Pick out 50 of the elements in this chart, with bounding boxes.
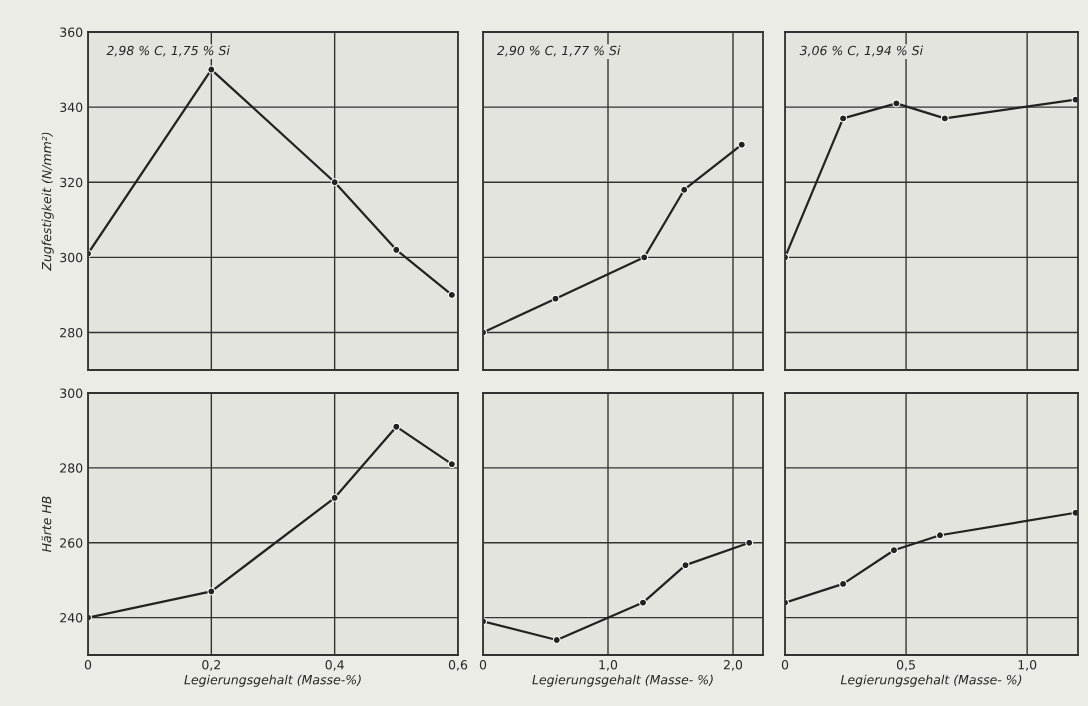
y-tick-label: 320 — [60, 177, 83, 188]
point — [892, 99, 901, 108]
point — [640, 253, 649, 262]
y-axis-title: Zugfestigkeit (N/mm²) — [41, 132, 54, 271]
y-tick-label: 240 — [60, 613, 83, 623]
x-tick-label: 0,4 — [325, 660, 344, 671]
point — [207, 65, 216, 74]
text: 2,98 % C, 1,75 % Si — [106, 45, 230, 57]
point — [935, 531, 944, 540]
y-tick-label: 280 — [60, 327, 83, 338]
y-tick-label: 260 — [60, 538, 83, 548]
point — [681, 561, 690, 570]
y-tick-label: 300 — [60, 252, 83, 263]
x-tick-label: 0,2 — [202, 660, 221, 671]
y-tick-label: 340 — [60, 102, 83, 113]
y-tick-label: 360 — [60, 27, 83, 37]
point — [737, 140, 746, 149]
point — [447, 290, 456, 299]
point — [940, 114, 949, 123]
point — [680, 185, 689, 194]
point — [330, 493, 339, 502]
point — [330, 178, 339, 187]
point — [839, 114, 848, 123]
text: 3,06 % C, 1,94 % Si — [799, 45, 923, 57]
point — [839, 579, 848, 588]
point — [392, 245, 401, 254]
point — [889, 546, 898, 555]
x-axis-title: Legierungsgehalt (Masse- %) — [532, 674, 713, 687]
point — [1071, 508, 1078, 517]
x-tick-label: 0,6 — [448, 660, 468, 671]
x-tick-label: 2,0 — [723, 660, 743, 671]
text: 2,90 % C, 1,77 % Si — [497, 45, 621, 57]
point — [745, 538, 754, 547]
x-tick-label: 1,0 — [1018, 660, 1037, 671]
y-axis-title: Härte HB — [41, 496, 52, 553]
point — [552, 636, 561, 645]
x-tick-label: 0,5 — [896, 660, 915, 671]
x-tick-label: 1,0 — [599, 660, 618, 671]
point — [551, 294, 560, 303]
point — [639, 598, 647, 607]
x-tick-label: 0 — [84, 660, 92, 670]
y-tick-label: 300 — [60, 388, 83, 398]
x-tick-label: 0 — [479, 660, 487, 670]
point — [207, 587, 216, 596]
x-axis-title: Legierungsgehalt (Masse- %) — [840, 674, 1022, 687]
x-axis-title: Legierungsgehalt (Masse-%) — [184, 674, 361, 687]
point — [392, 422, 401, 431]
y-tick-label: 280 — [60, 463, 83, 473]
x-tick-label: 0 — [781, 660, 789, 670]
point — [447, 460, 456, 469]
